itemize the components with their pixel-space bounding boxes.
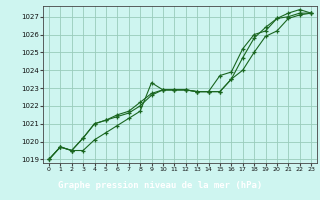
Text: Graphe pression niveau de la mer (hPa): Graphe pression niveau de la mer (hPa): [58, 182, 262, 190]
